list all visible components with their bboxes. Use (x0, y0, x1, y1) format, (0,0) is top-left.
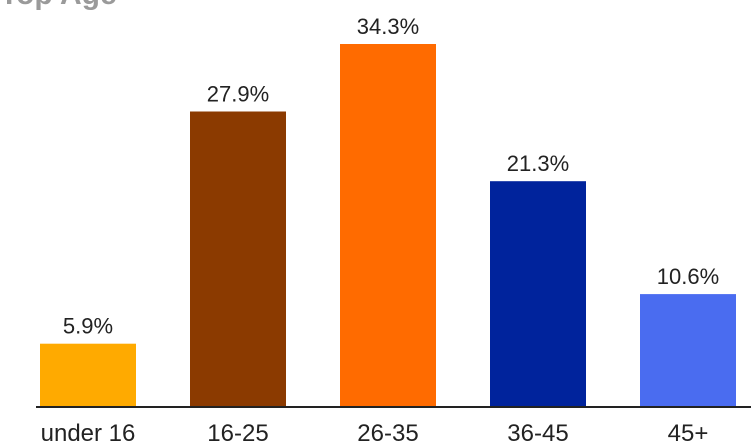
bar-26-35 (340, 44, 436, 406)
chart-title-fragment: Top Age (0, 0, 117, 11)
bar-under-16 (40, 343, 136, 406)
x-tick-label: 45+ (668, 420, 709, 445)
data-labels-group: 5.9% 27.9% 34.3% 21.3% 10.6% (63, 14, 719, 339)
data-label: 10.6% (657, 264, 719, 289)
bar-16-25 (190, 111, 286, 406)
bar-45- (640, 294, 736, 406)
x-tick-label: under 16 (41, 420, 136, 445)
data-label: 27.9% (207, 82, 269, 107)
data-label: 5.9% (63, 314, 113, 339)
x-tick-label: 16-25 (207, 420, 268, 445)
x-tick-label: 36-45 (507, 420, 568, 445)
data-label: 21.3% (507, 151, 569, 176)
x-tick-label: 26-35 (357, 420, 418, 445)
bars-group (40, 44, 736, 406)
bar-36-45 (490, 181, 586, 406)
data-label: 34.3% (357, 14, 419, 39)
x-tick-labels-group: under 16 16-25 26-35 36-45 45+ (41, 420, 709, 445)
